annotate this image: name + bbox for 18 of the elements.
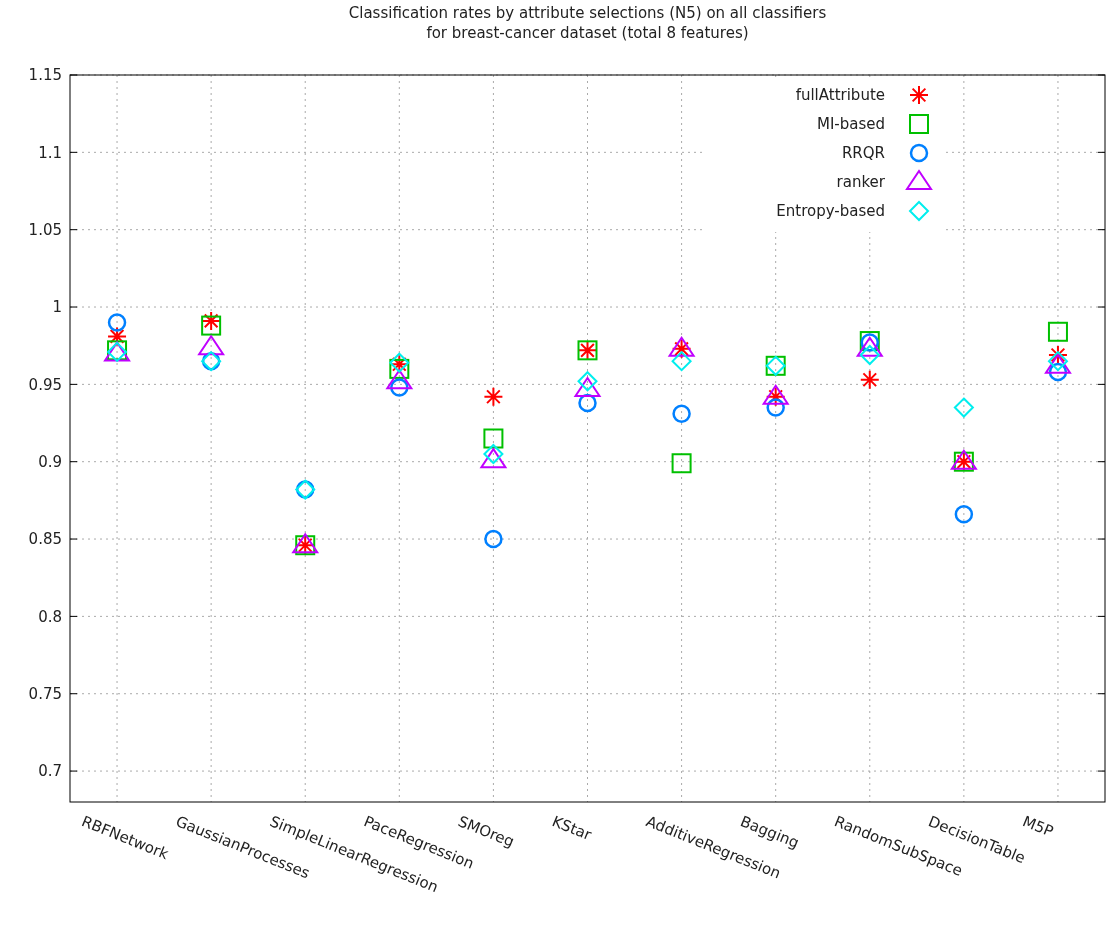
x-tick-label: KStar <box>549 812 595 845</box>
legend-label: Entropy-based <box>776 202 885 221</box>
chart-title: Classification rates by attribute selections (N5) on all classifiers for breast-cancer dataset (total 8 features) <box>348 4 827 42</box>
legend-label: MI-based <box>816 115 885 134</box>
legend-label: fullAttribute <box>795 86 885 105</box>
y-tick-label: 0.8 <box>38 607 62 626</box>
y-tick-label: 0.85 <box>28 530 62 549</box>
legend-label: ranker <box>836 173 886 192</box>
y-tick-label: 1.1 <box>38 143 62 162</box>
y-tick-label: 0.75 <box>28 684 62 703</box>
legend-label: RRQR <box>841 144 885 163</box>
y-tick-label: 1.15 <box>28 66 62 85</box>
x-tick-label: M5P <box>1019 812 1056 841</box>
y-tick-label: 0.7 <box>38 762 62 781</box>
y-tick-label: 1 <box>52 298 62 317</box>
y-tick-label: 0.95 <box>28 375 62 394</box>
y-tick-label: 0.9 <box>38 452 62 471</box>
y-tick-label: 1.05 <box>28 220 62 239</box>
